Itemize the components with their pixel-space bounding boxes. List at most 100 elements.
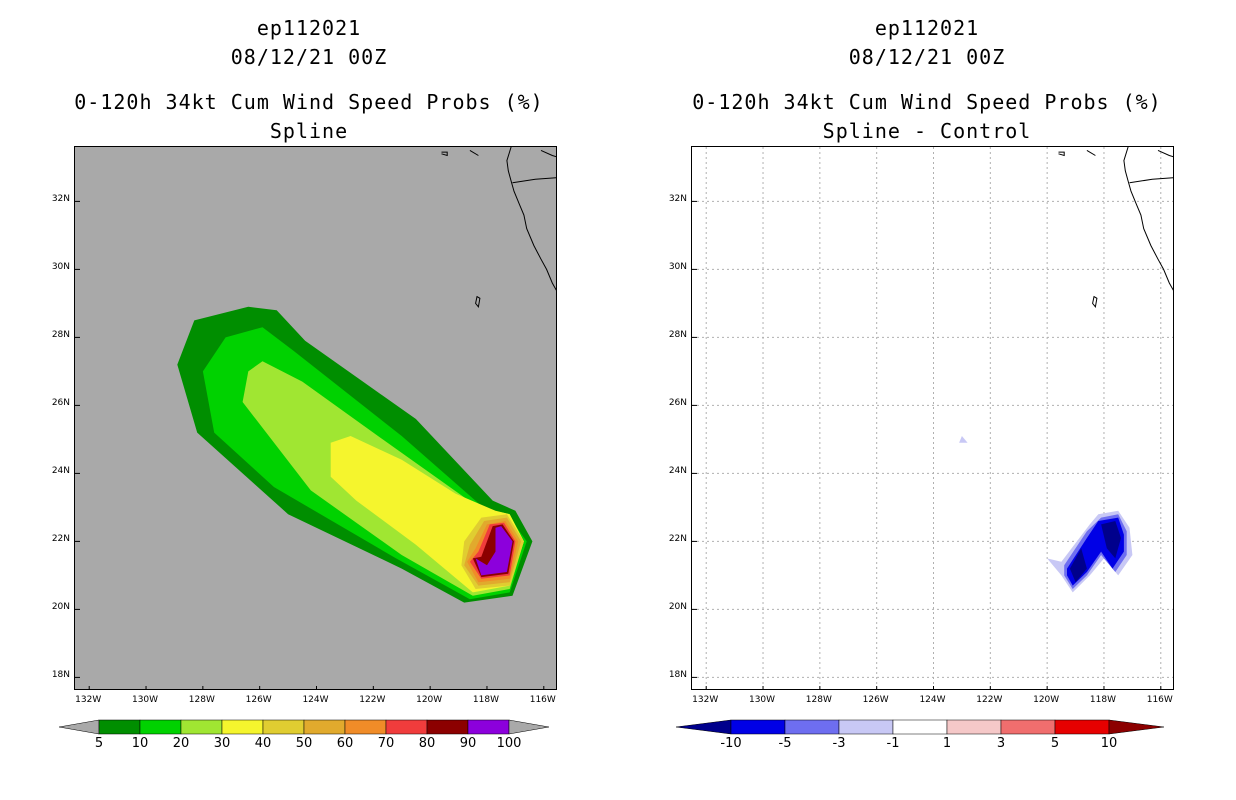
contour-90-100 [475, 526, 513, 576]
x-tick-label: 132W [692, 695, 719, 705]
colorbar-svg [675, 719, 1165, 735]
x-tick-label: 130W [748, 695, 776, 705]
panel-title-product: 0-120h 34kt Cum Wind Speed Probs (%) [692, 90, 1162, 114]
x-tick-label: 128W [805, 695, 832, 705]
colorbar-extend-low [58, 719, 100, 735]
colorbar-label: 30 [213, 736, 231, 751]
y-tick-label: 28N [668, 330, 687, 341]
colorbar-swatch [221, 719, 264, 735]
colorbar-label: -5 [778, 736, 792, 751]
x-tick-label: 118W [1089, 695, 1116, 705]
colorbar-swatch [303, 719, 346, 735]
x-tick-label: 116W [529, 695, 556, 705]
y-tick-label: 22N [668, 534, 687, 545]
island [441, 151, 448, 157]
y-tick-label: 30N [51, 262, 70, 273]
x-tick-label: 124W [302, 695, 329, 705]
colorbar-swatch [385, 719, 428, 735]
y-tick-label: 22N [51, 534, 70, 545]
panel-title-time: 08/12/21 00Z [230, 45, 388, 69]
colorbar-swatch [139, 719, 182, 735]
y-tick-label: 24N [668, 466, 687, 477]
x-tick-label: 118W [472, 695, 499, 705]
panel-title-storm: ep112021 [256, 16, 362, 40]
map-svg [75, 147, 556, 689]
island [1058, 151, 1065, 157]
x-tick-label: 122W [359, 695, 386, 705]
contour-< -10 [1069, 548, 1087, 583]
x-tick-label: 130W [131, 695, 159, 705]
x-tick-label: 122W [976, 695, 1003, 705]
y-tick-label: 30N [668, 262, 687, 273]
colorbar [618, 718, 1236, 778]
panel-spline: ep112021 08/12/21 00Z 0-120h 34kt Cum Wi… [0, 16, 618, 778]
y-tick-label: 20N [668, 602, 687, 613]
colorbar-extend-high [1108, 719, 1165, 735]
colorbar-label: 40 [254, 736, 272, 751]
y-tick-label: 24N [51, 466, 70, 477]
guadalupe-island [1092, 295, 1098, 308]
colorbar-label: 80 [418, 736, 436, 751]
map-svg [692, 147, 1173, 689]
colorbar-swatch [426, 719, 469, 735]
colorbar-label: 10 [131, 736, 149, 751]
colorbar-label: 1 [942, 736, 952, 751]
colorbar-label: 100 [496, 736, 522, 751]
colorbar-swatch [1054, 719, 1110, 735]
colorbar-label: -10 [720, 736, 742, 751]
y-tick-label: 26N [668, 398, 687, 409]
contour-< -10 [1101, 521, 1121, 559]
colorbar-label: 5 [1050, 736, 1060, 751]
map-plot-area [691, 146, 1174, 690]
colorbar-label: 50 [295, 736, 313, 751]
panel-title-product: 0-120h 34kt Cum Wind Speed Probs (%) [74, 90, 544, 114]
colorbar-swatch [730, 719, 786, 735]
y-tick-label: 32N [51, 194, 70, 205]
colorbar-extend-high [508, 719, 550, 735]
coastline [1123, 147, 1173, 291]
y-tick-label: 18N [668, 670, 687, 681]
guadalupe-island [475, 295, 481, 308]
x-tick-label: 128W [188, 695, 215, 705]
colorbar-label: 70 [377, 736, 395, 751]
colorbar-label: -3 [832, 736, 846, 751]
colorbar-label: 10 [1100, 736, 1118, 751]
x-tick-label: 124W [919, 695, 946, 705]
x-tick-label: 126W [245, 695, 272, 705]
island [1157, 149, 1173, 158]
colorbar-swatch [180, 719, 223, 735]
x-tick-label: 116W [1146, 695, 1173, 705]
colorbar-swatch [892, 719, 948, 735]
colorbar-swatch [98, 719, 141, 735]
colorbar-swatch [838, 719, 894, 735]
colorbar-label: 5 [94, 736, 104, 751]
panel-title-time: 08/12/21 00Z [848, 45, 1006, 69]
colorbar-swatch [784, 719, 840, 735]
colorbar-swatch [467, 719, 510, 735]
x-tick-label: 120W [416, 695, 443, 705]
border-line [512, 177, 556, 184]
colorbar-label: 20 [172, 736, 190, 751]
y-tick-label: 28N [51, 330, 70, 341]
x-tick-label: 126W [862, 695, 889, 705]
y-tick-label: 26N [51, 398, 70, 409]
panel-spline-minus-control: ep112021 08/12/21 00Z 0-120h 34kt Cum Wi… [618, 0, 1236, 800]
panel-title-storm: ep112021 [874, 16, 980, 40]
y-tick-label: 18N [51, 670, 70, 681]
colorbar-swatch [1000, 719, 1056, 735]
colorbar-label: 90 [459, 736, 477, 751]
y-tick-label: 32N [668, 194, 687, 205]
panel-title-method: Spline [269, 119, 349, 143]
colorbar [0, 718, 618, 778]
island [1086, 149, 1096, 156]
colorbar-label: 3 [996, 736, 1006, 751]
colorbar-label: -1 [886, 736, 900, 751]
colorbar-label: 60 [336, 736, 354, 751]
coastline [506, 147, 556, 291]
panel-title-method: Spline - Control [822, 119, 1032, 143]
colorbar-extend-low [675, 719, 732, 735]
colorbar-swatch [262, 719, 305, 735]
x-tick-label: 120W [1033, 695, 1060, 705]
colorbar-svg [58, 719, 550, 735]
border-line [1129, 177, 1173, 184]
